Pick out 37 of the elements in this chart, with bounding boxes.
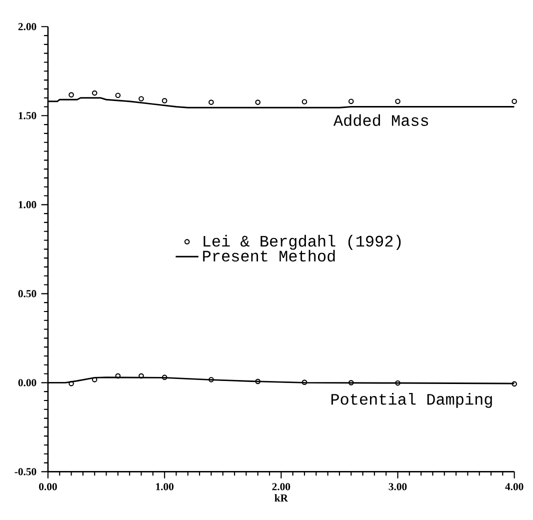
point bbox=[348, 380, 354, 386]
point bbox=[395, 98, 400, 104]
point bbox=[255, 100, 261, 106]
point bbox=[68, 92, 74, 98]
point bbox=[92, 377, 98, 382]
y-tick-label: -0.50 bbox=[14, 468, 36, 476]
y-tick-label: 0.00 bbox=[18, 379, 36, 386]
x-tick-label: 4.00 bbox=[505, 483, 524, 490]
point bbox=[115, 92, 121, 98]
annotation: Potential Damping bbox=[331, 393, 492, 408]
x-tick-label: 2.00 bbox=[272, 483, 290, 490]
point bbox=[162, 374, 168, 380]
point bbox=[115, 373, 121, 379]
point bbox=[138, 96, 144, 102]
y-tick-label: 2.00 bbox=[18, 23, 36, 30]
point bbox=[255, 378, 261, 384]
point bbox=[162, 98, 168, 104]
point bbox=[302, 99, 308, 105]
point bbox=[348, 98, 354, 104]
point bbox=[395, 380, 400, 386]
x-axis-title: kR bbox=[274, 494, 288, 502]
y-tick-label: 0.50 bbox=[18, 290, 36, 298]
point bbox=[138, 373, 144, 379]
point bbox=[512, 98, 518, 104]
point bbox=[208, 100, 214, 106]
point bbox=[302, 380, 308, 386]
x-tick-label: 1.00 bbox=[156, 483, 174, 490]
point bbox=[92, 90, 98, 96]
x-tick-label: 0.00 bbox=[39, 483, 57, 490]
legend-label: Present Method bbox=[203, 250, 335, 262]
y-tick-label: 1.00 bbox=[18, 201, 36, 208]
point bbox=[68, 381, 74, 386]
point bbox=[208, 377, 214, 382]
y-tick-label: 1.50 bbox=[18, 112, 36, 120]
x-tick-label: 3.00 bbox=[388, 483, 407, 490]
legend-label: Lei & Bergdahl (1992) bbox=[204, 235, 401, 250]
annotation: Added Mass bbox=[333, 114, 428, 126]
